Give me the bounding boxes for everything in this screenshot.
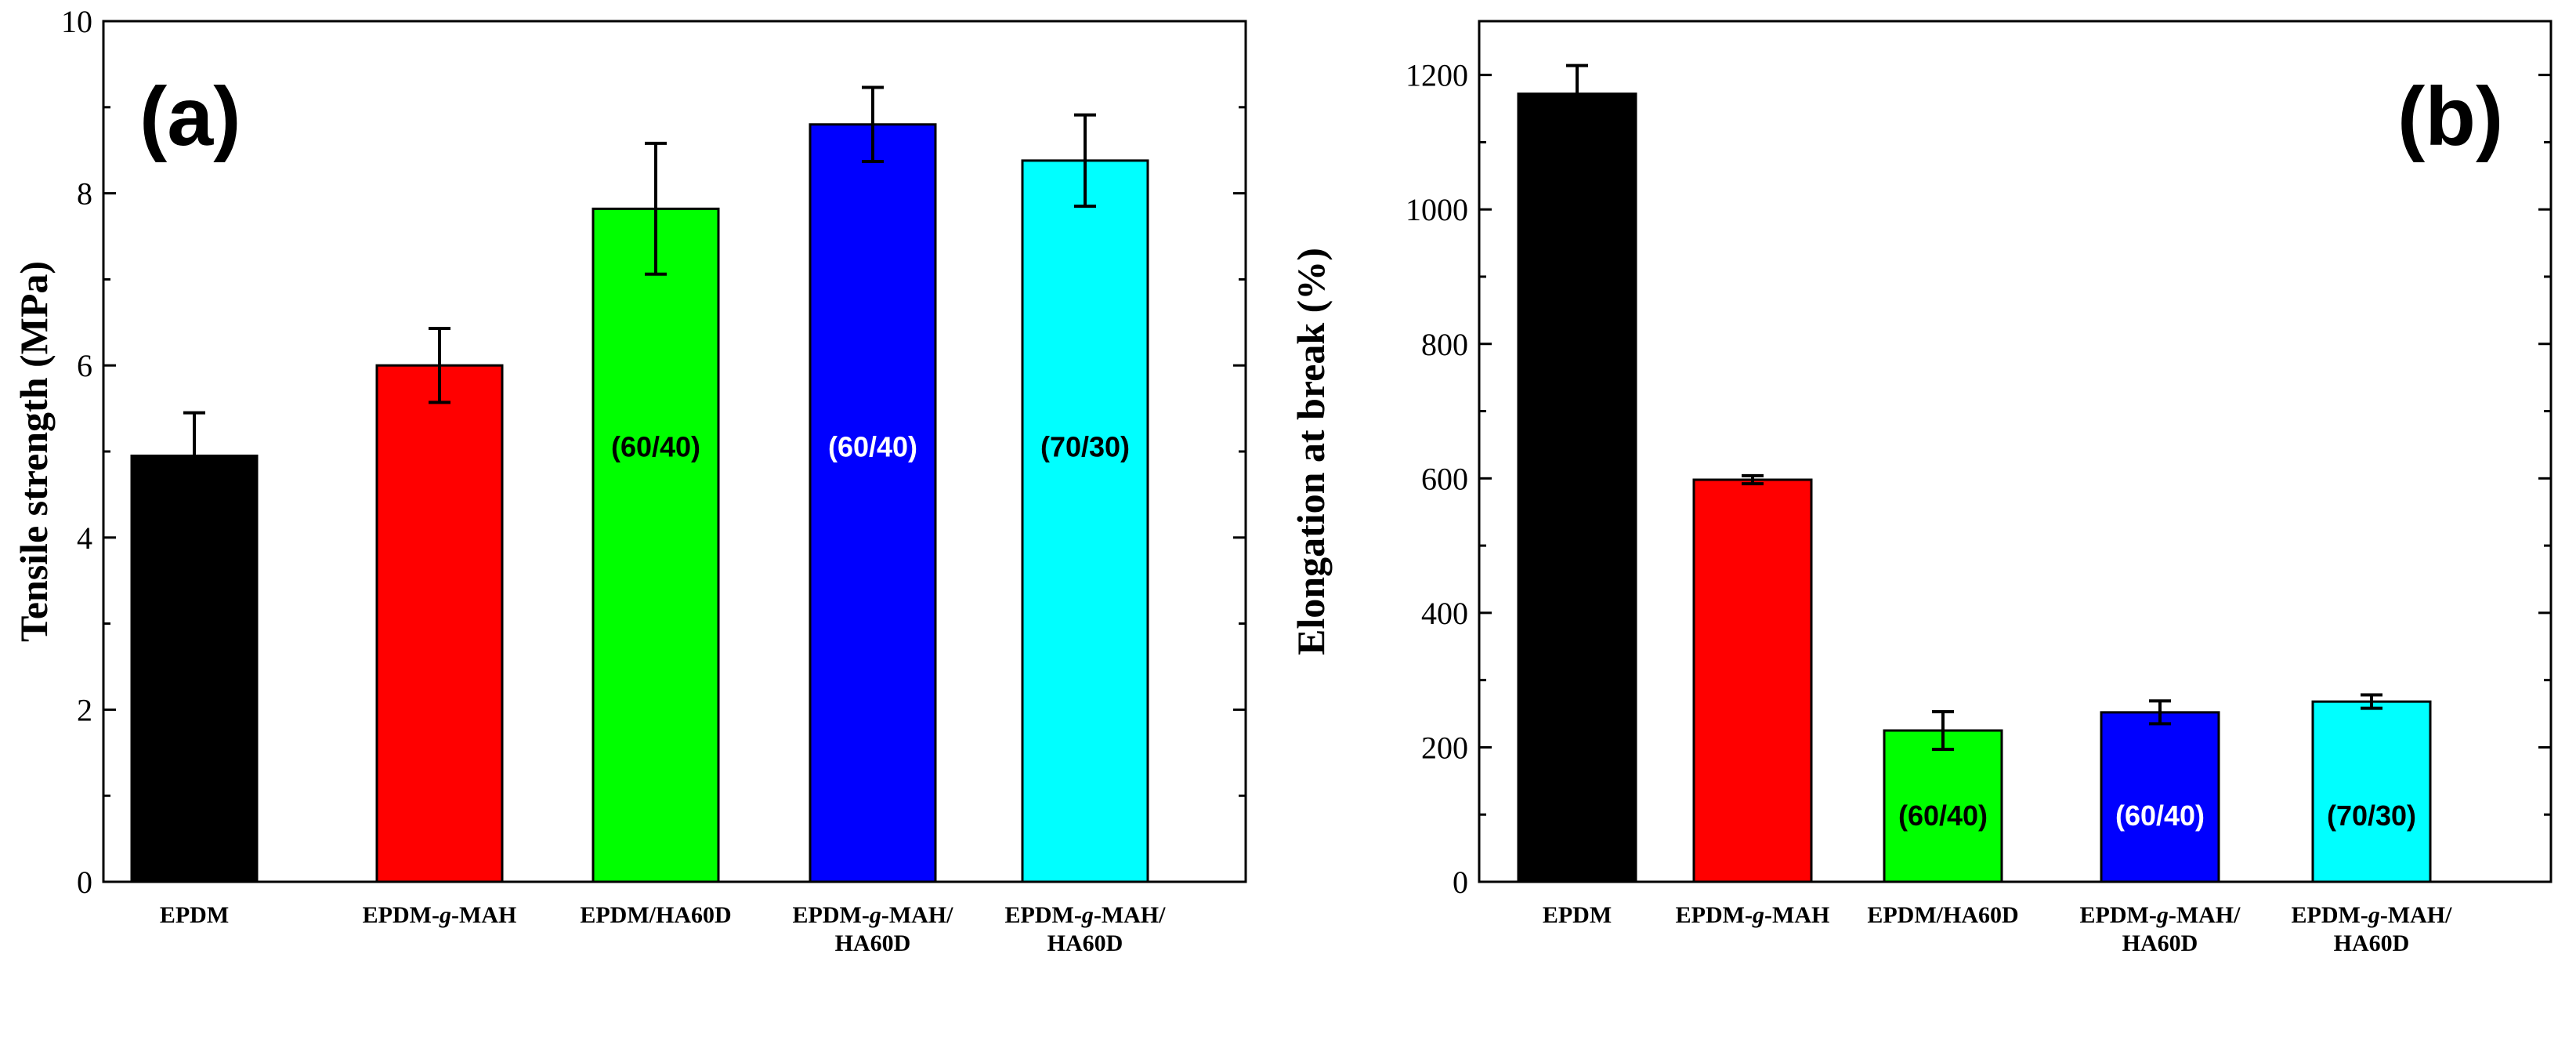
y-tick-label: 0 (77, 865, 92, 900)
y-tick-label: 200 (1421, 730, 1468, 765)
y-tick-label: 2 (77, 692, 92, 727)
x-category-label: EPDM-g-MAH/ (2080, 902, 2241, 928)
x-category-label: EPDM-g-MAH (1676, 902, 1830, 928)
y-tick-label: 1000 (1406, 192, 1468, 227)
y-tick-label: 600 (1421, 461, 1468, 496)
x-category-label: EPDM (160, 902, 229, 928)
x-category-label: EPDM-g-MAH/ (793, 902, 954, 928)
y-tick-label: 800 (1421, 327, 1468, 362)
chart-panel-b: 0 200 400 600 800 1000 1200 Elongation at break… (1289, 20, 2552, 956)
y-axis-title: Elongation at break (%) (1289, 248, 1333, 655)
y-tick-label: 6 (77, 348, 92, 383)
y-tick-label: 1200 (1406, 58, 1468, 93)
bar-ratio-label: (60/40) (1898, 800, 1988, 832)
bar (375, 364, 504, 883)
bar (2100, 711, 2220, 883)
y-tick-label: 400 (1421, 596, 1468, 631)
bar (2311, 700, 2432, 883)
x-category-label: HA60D (2334, 930, 2410, 956)
x-category-label: EPDM/HA60D (580, 902, 731, 928)
x-category-label: EPDM-g-MAH (363, 902, 517, 928)
bar-ratio-label: (60/40) (611, 431, 700, 463)
bar (130, 454, 259, 883)
bar-ratio-label: (70/30) (2327, 800, 2416, 832)
plot-frame (1478, 20, 2552, 883)
x-category-label: HA60D (2122, 930, 2198, 956)
bar (1692, 478, 1813, 883)
x-category-label: EPDM-g-MAH/ (2292, 902, 2453, 928)
x-category-label: HA60D (835, 930, 911, 956)
bar-ratio-label: (60/40) (828, 431, 917, 463)
bar (1883, 729, 2003, 883)
y-tick-label: 10 (61, 4, 92, 39)
bar-ratio-label: (70/30) (1040, 431, 1130, 463)
panel-label: (b) (2397, 71, 2503, 163)
panel-label: (a) (139, 71, 241, 163)
x-category-label: EPDM (1543, 902, 1612, 928)
y-axis-title: Tensile strength (MPa) (12, 261, 56, 642)
chart-panel-a: 0 2 4 6 8 10 Tensile strength (MPa) (a) EPDM EPDM… (12, 4, 1247, 956)
x-category-label: EPDM/HA60D (1867, 902, 2018, 928)
bar (809, 123, 937, 883)
bar (1021, 159, 1149, 883)
y-tick-label: 8 (77, 176, 92, 212)
y-tick-label: 4 (77, 520, 92, 556)
bar (592, 207, 720, 883)
bar-ratio-label: (60/40) (2115, 800, 2205, 832)
x-category-label: HA60D (1047, 930, 1123, 956)
x-category-label: EPDM-g-MAH/ (1005, 902, 1167, 928)
y-tick-label: 0 (1453, 865, 1468, 900)
bar (1517, 92, 1637, 883)
